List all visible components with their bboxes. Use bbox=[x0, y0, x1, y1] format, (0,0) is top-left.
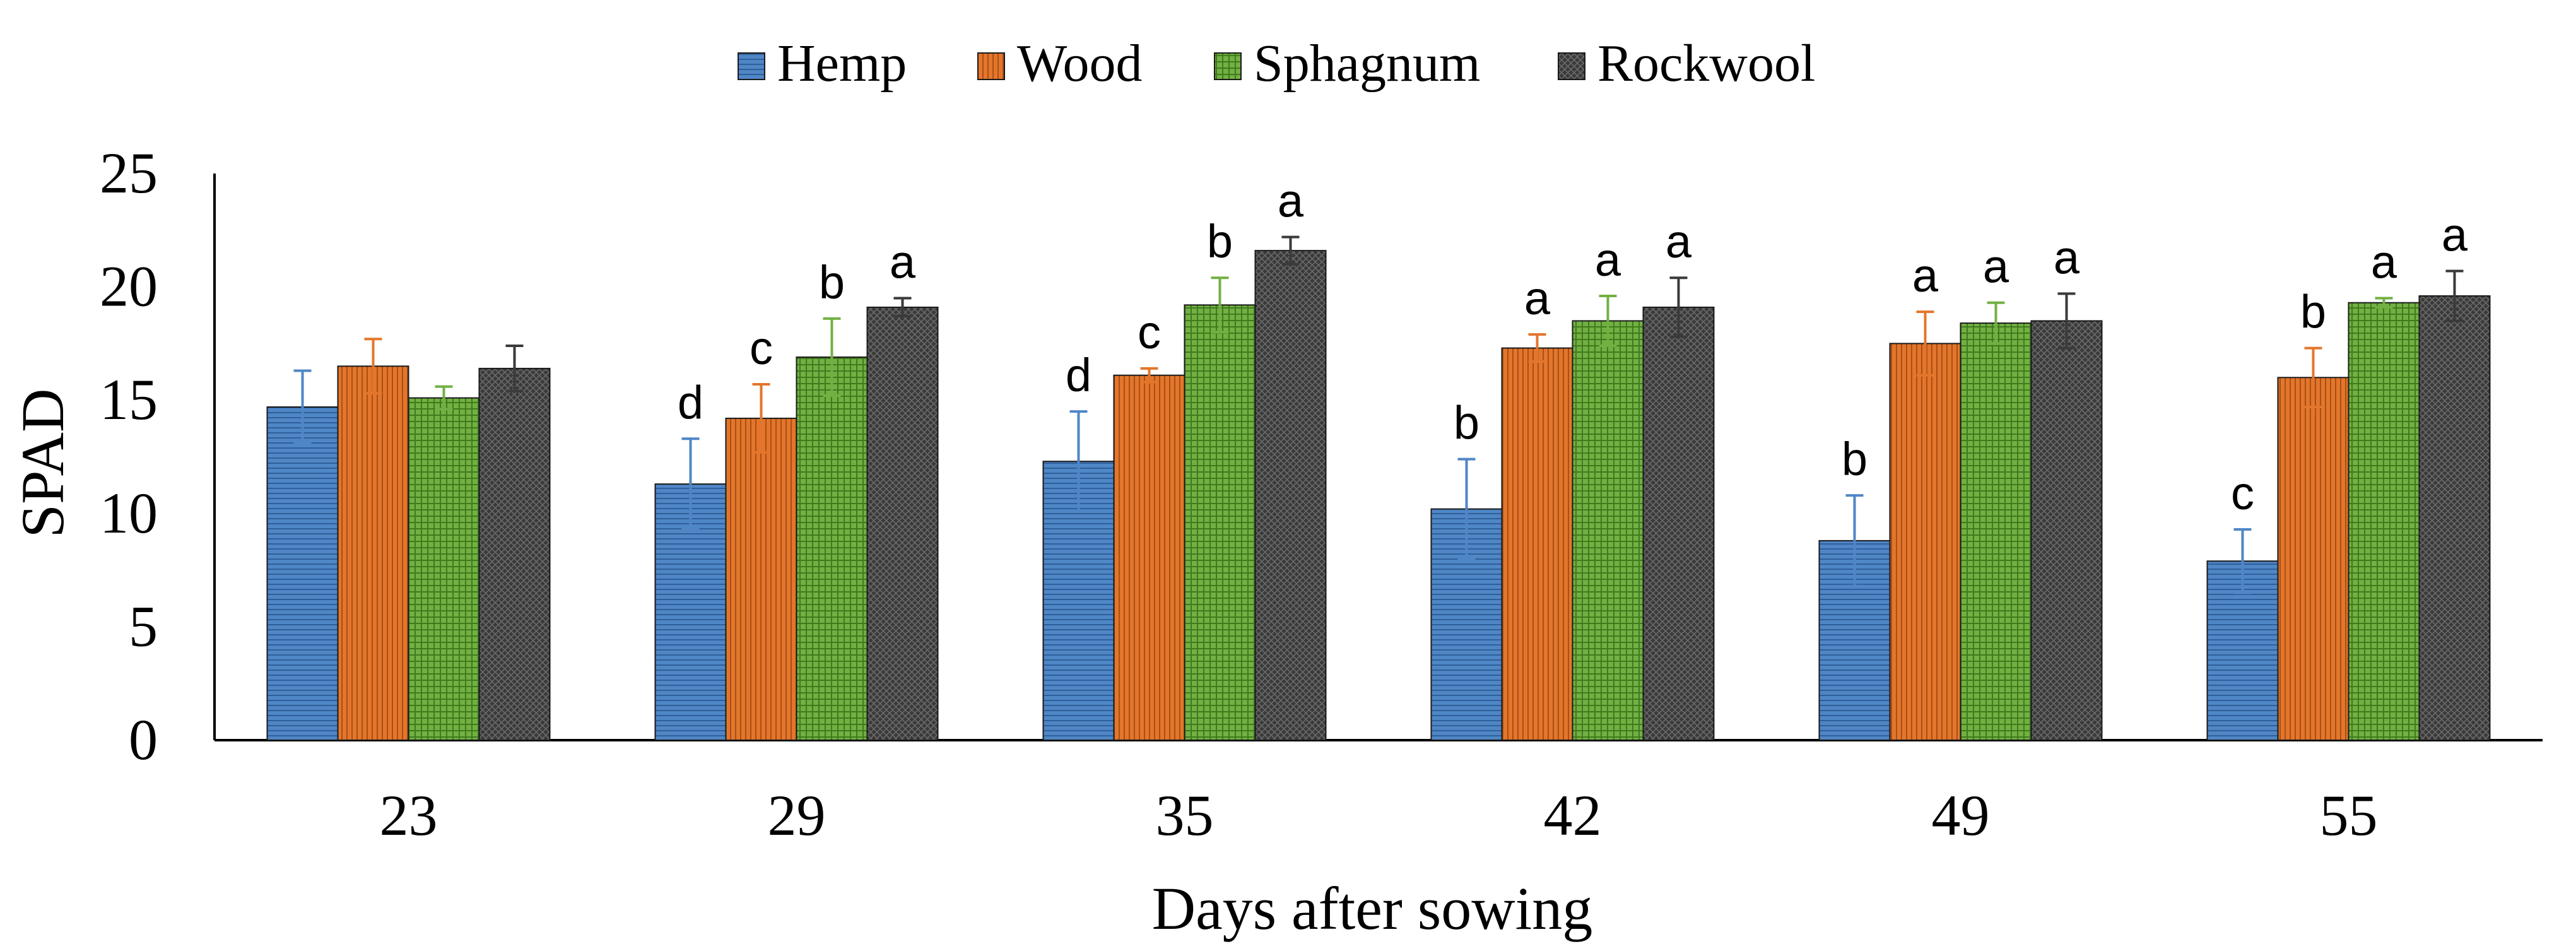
error-bar-rockwool-49 bbox=[2057, 292, 2076, 350]
error-bar-sphagnum-23 bbox=[435, 385, 453, 411]
y-tick-label: 10 bbox=[100, 481, 158, 545]
significance-letter: a bbox=[2442, 208, 2468, 261]
error-bars bbox=[293, 235, 2464, 594]
legend-swatch bbox=[977, 52, 1005, 80]
error-bar-sphagnum-55 bbox=[2375, 297, 2393, 309]
error-bar-wood-49 bbox=[1916, 310, 1934, 377]
legend-label: Wood bbox=[1017, 34, 1143, 93]
bar-sphagnum-49 bbox=[1960, 322, 2032, 741]
significance-letter: a bbox=[1666, 215, 1692, 268]
significance-letter: a bbox=[1983, 240, 2009, 293]
legend-swatch bbox=[738, 52, 765, 80]
legend-swatch bbox=[1558, 52, 1585, 80]
legend-label: Rockwool bbox=[1597, 34, 1815, 93]
significance-letter: a bbox=[1595, 233, 1621, 286]
y-tick-label: 15 bbox=[100, 367, 158, 432]
significance-letter: c bbox=[750, 322, 773, 374]
bar-sphagnum-55 bbox=[2348, 302, 2420, 741]
x-tick-label: 49 bbox=[1932, 783, 1990, 847]
x-tick-label: 29 bbox=[768, 783, 826, 847]
bar-sphagnum-35 bbox=[1184, 304, 1256, 741]
error-bar-hemp-23 bbox=[293, 369, 312, 445]
significance-letter: b bbox=[819, 256, 845, 309]
y-tick-label: 25 bbox=[100, 141, 158, 205]
bar-rockwool-42 bbox=[1642, 306, 1715, 741]
y-axis-title: SPAD bbox=[9, 389, 76, 538]
significance-letter: b bbox=[1842, 433, 1867, 485]
y-tick-label: 5 bbox=[129, 594, 158, 658]
error-bar-hemp-35 bbox=[1069, 410, 1088, 513]
bar-wood-35 bbox=[1113, 374, 1185, 741]
x-tick-label: 55 bbox=[2320, 783, 2378, 847]
error-bar-sphagnum-29 bbox=[823, 317, 841, 398]
significance-letter: a bbox=[1912, 249, 1939, 302]
error-bar-wood-42 bbox=[1528, 333, 1546, 363]
significance-letter: a bbox=[890, 236, 916, 288]
significance-letter: d bbox=[1066, 349, 1091, 401]
error-bar-sphagnum-42 bbox=[1599, 294, 1617, 347]
error-bar-sphagnum-35 bbox=[1211, 276, 1229, 334]
bar-sphagnum-42 bbox=[1572, 320, 1644, 741]
x-tick-label: 35 bbox=[1156, 783, 1214, 847]
bar-rockwool-29 bbox=[866, 306, 939, 741]
significance-letter: b bbox=[1207, 215, 1233, 268]
significance-letter: a bbox=[1278, 175, 1304, 227]
error-bar-rockwool-35 bbox=[1281, 235, 1300, 266]
error-bar-wood-55 bbox=[2304, 346, 2322, 408]
bar-wood-49 bbox=[1889, 343, 1961, 741]
error-bar-wood-29 bbox=[752, 383, 770, 454]
x-axis-title: Days after sowing bbox=[1152, 875, 1592, 942]
bar-sphagnum-29 bbox=[796, 356, 868, 741]
error-bar-rockwool-23 bbox=[505, 344, 524, 392]
axes: 0 5 10 15 20 25 23 29 35 42 49 55 Days after sowing S… bbox=[9, 141, 2543, 942]
legend-item-rockwool: Rockwool bbox=[1558, 34, 1815, 93]
error-bar-hemp-42 bbox=[1457, 457, 1476, 560]
bar-rockwool-35 bbox=[1254, 250, 1327, 741]
bar-wood-55 bbox=[2277, 377, 2350, 741]
error-bar-rockwool-29 bbox=[893, 297, 912, 318]
error-bar-hemp-49 bbox=[1845, 494, 1864, 587]
legend: Hemp Wood Sphagnum Rockwool bbox=[738, 34, 1815, 93]
error-bar-sphagnum-49 bbox=[1987, 301, 2005, 345]
bar-rockwool-55 bbox=[2418, 295, 2491, 741]
error-bar-wood-35 bbox=[1140, 367, 1158, 384]
y-tick-label: 20 bbox=[100, 254, 158, 319]
x-tick-label: 42 bbox=[1544, 783, 1602, 847]
legend-item-sphagnum: Sphagnum bbox=[1214, 34, 1480, 93]
significance-letter: b bbox=[1454, 397, 1479, 449]
error-bar-rockwool-55 bbox=[2445, 269, 2464, 322]
y-tick-label: 0 bbox=[129, 707, 158, 772]
significance-letter: a bbox=[2054, 231, 2080, 283]
significance-letter: c bbox=[1138, 306, 1161, 358]
bar-rockwool-23 bbox=[478, 367, 551, 741]
significance-letter: a bbox=[2371, 236, 2397, 288]
significance-letter: c bbox=[2231, 467, 2254, 519]
bar-rockwool-49 bbox=[2030, 320, 2103, 741]
legend-label: Hemp bbox=[777, 34, 907, 93]
bar-wood-42 bbox=[1501, 347, 1573, 741]
legend-item-hemp: Hemp bbox=[738, 34, 907, 93]
error-bar-hemp-29 bbox=[681, 437, 700, 531]
significance-letter: b bbox=[2300, 286, 2326, 338]
bar-wood-29 bbox=[725, 417, 797, 741]
legend-item-wood: Wood bbox=[977, 34, 1143, 93]
bar-sphagnum-23 bbox=[408, 397, 480, 741]
significance-letter: a bbox=[1524, 272, 1551, 324]
error-bar-hemp-55 bbox=[2233, 528, 2252, 594]
bar-hemp-23 bbox=[266, 406, 339, 741]
x-tick-label: 23 bbox=[380, 783, 438, 847]
error-bar-rockwool-42 bbox=[1669, 276, 1688, 338]
error-bar-wood-23 bbox=[364, 338, 382, 395]
bar-wood-23 bbox=[337, 365, 409, 741]
significance-letter: d bbox=[678, 376, 703, 428]
legend-swatch bbox=[1214, 52, 1242, 80]
legend-label: Sphagnum bbox=[1254, 34, 1480, 93]
bars bbox=[266, 250, 2491, 741]
